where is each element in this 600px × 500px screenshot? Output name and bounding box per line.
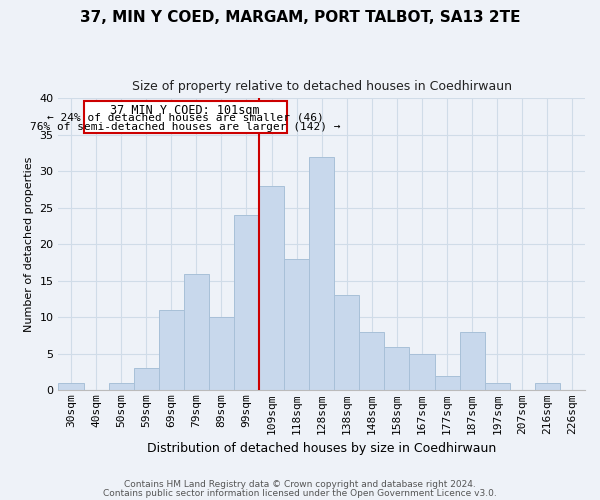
Y-axis label: Number of detached properties: Number of detached properties [24, 156, 34, 332]
Title: Size of property relative to detached houses in Coedhirwaun: Size of property relative to detached ho… [132, 80, 512, 93]
FancyBboxPatch shape [83, 100, 287, 134]
Bar [159, 310, 184, 390]
Bar [434, 376, 460, 390]
Text: Contains HM Land Registry data © Crown copyright and database right 2024.: Contains HM Land Registry data © Crown c… [124, 480, 476, 489]
Bar [385, 346, 409, 391]
Text: Contains public sector information licensed under the Open Government Licence v3: Contains public sector information licen… [103, 490, 497, 498]
Text: 37 MIN Y COED: 101sqm: 37 MIN Y COED: 101sqm [110, 104, 260, 117]
Text: ← 24% of detached houses are smaller (46): ← 24% of detached houses are smaller (46… [47, 113, 323, 123]
Bar [409, 354, 434, 391]
Text: 76% of semi-detached houses are larger (142) →: 76% of semi-detached houses are larger (… [30, 122, 340, 132]
Bar [259, 186, 284, 390]
Bar [134, 368, 159, 390]
Bar [460, 332, 485, 390]
Text: 37, MIN Y COED, MARGAM, PORT TALBOT, SA13 2TE: 37, MIN Y COED, MARGAM, PORT TALBOT, SA1… [80, 10, 520, 25]
Bar [284, 259, 309, 390]
Bar [234, 215, 259, 390]
Bar [359, 332, 385, 390]
Bar [309, 156, 334, 390]
X-axis label: Distribution of detached houses by size in Coedhirwaun: Distribution of detached houses by size … [147, 442, 496, 455]
Bar [535, 383, 560, 390]
Bar [485, 383, 510, 390]
Bar [109, 383, 134, 390]
Bar [184, 274, 209, 390]
Bar [58, 383, 83, 390]
Bar [334, 296, 359, 390]
Bar [209, 318, 234, 390]
